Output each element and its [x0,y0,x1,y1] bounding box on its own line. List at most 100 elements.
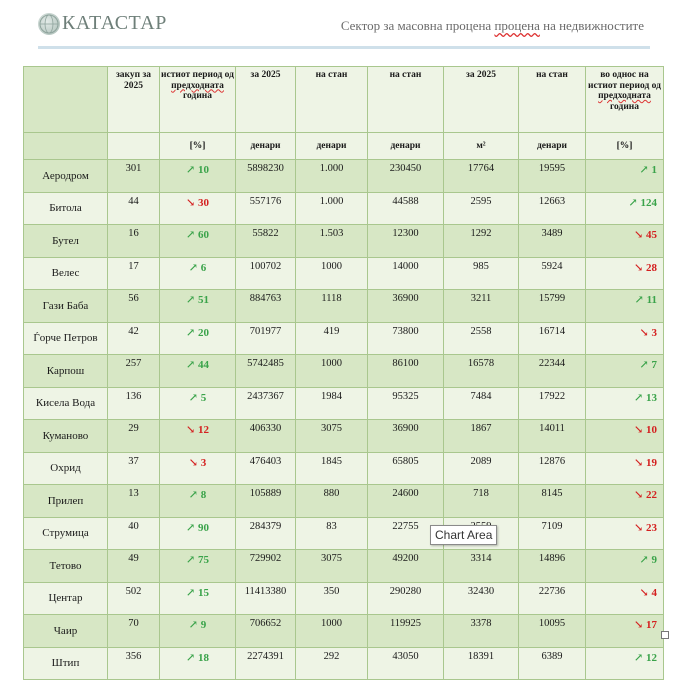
municipality-name: Аеродром [23,159,108,193]
change-value: 15 [197,586,209,599]
table-cell: 36900 [367,419,444,453]
katastar-logo: КАТАСТАР [38,12,167,35]
change-value: 12 [646,651,657,664]
table-row: Ѓорче Петров 42 ↗ 20 701977 419 73800 2558 1671… [23,321,664,355]
change-cell: ↘ 22 [585,484,664,518]
arrow-down-right-icon: ↘ [634,229,644,241]
table-cell: 7484 [443,386,519,420]
change-cell: ↘ 28 [585,256,664,290]
table-cell: 17764 [443,159,519,193]
change-cell: ↗ 18 [159,646,236,680]
table-cell: 2595 [443,191,519,225]
change-value: 51 [197,294,209,306]
table-cell: 3075 [295,549,368,583]
table-cell: 706652 [235,614,296,648]
arrow-up-right-icon: ↗ [639,554,649,566]
municipality-name: Струмица [23,516,108,550]
change-value: 18 [197,651,209,664]
table-row: Центар 502 ↗ 15 11413380 350 290280 32430 22736… [23,581,664,615]
table-cell: 290280 [367,581,444,615]
change-value: 8 [200,489,207,501]
table-cell: 14896 [518,549,586,583]
municipality-name: Битола [23,191,108,225]
change-value: 7 [651,359,658,371]
table-row: Тетово 49 ↗ 75 729902 3075 49200 3314 14896 ↗ 9 [23,549,664,583]
change-value: 1 [651,164,658,176]
table-row: Штип 356 ↗ 18 2274391 292 43050 18391 6389 ↗ 12 [23,646,664,680]
table-cell: 105889 [235,484,296,518]
arrow-up-right-icon: ↗ [188,619,198,631]
change-value: 75 [197,554,209,566]
table-cell: 557176 [235,191,296,225]
table-cell: 1867 [443,419,519,453]
table-cell: 12663 [518,191,586,225]
change-cell: ↗ 51 [159,289,236,323]
table-cell: 419 [295,321,368,355]
change-cell: ↗ 12 [585,646,664,680]
municipality-name: Бутел [23,224,108,258]
arrow-down-right-icon: ↘ [188,456,198,469]
unit-cell: денари [367,132,444,160]
change-cell: ↘ 4 [585,581,664,615]
table-cell: 16578 [443,354,519,388]
municipality-name: Охрид [23,451,108,485]
arrow-down-right-icon: ↘ [634,619,644,631]
arrow-up-right-icon: ↗ [634,651,644,664]
table-cell: 257 [107,354,160,388]
table-cell: 2089 [443,451,519,485]
arrow-up-right-icon: ↗ [628,196,638,209]
table-cell: 880 [295,484,368,518]
table-row: Кисела Вода 136 ↗ 5 2437367 1984 95325 7484 179… [23,386,664,420]
arrow-up-right-icon: ↗ [634,391,644,404]
change-cell: ↘ 12 [159,419,236,453]
arrow-up-right-icon: ↗ [639,359,649,371]
table-cell: 1.000 [295,159,368,193]
change-value: 13 [646,391,657,404]
table-cell: 1000 [295,614,368,648]
arrow-up-right-icon: ↗ [186,359,196,371]
change-cell: ↗ 15 [159,581,236,615]
change-cell: ↗ 8 [159,484,236,518]
change-value: 10 [197,164,209,176]
change-value: 23 [646,521,657,534]
column-header: на стан [295,66,368,133]
table-cell: 1984 [295,386,368,420]
statistics-table[interactable]: закуп за 2025 истиот период од предходна… [23,66,664,680]
table-cell: 6389 [518,646,586,680]
table-cell: 55822 [235,224,296,258]
municipality-name: Центар [23,581,108,615]
change-cell: ↗ 13 [585,386,664,420]
change-cell: ↗ 60 [159,224,236,258]
change-cell: ↗ 9 [585,549,664,583]
change-value: 3 [200,456,207,469]
unit-cell: денари [518,132,586,160]
table-cell: 729902 [235,549,296,583]
arrow-up-right-icon: ↗ [186,554,196,566]
change-cell: ↗ 90 [159,516,236,550]
arrow-down-right-icon: ↘ [634,521,644,534]
change-value: 17 [646,619,657,631]
unit-cell [23,132,108,160]
table-cell: 5898230 [235,159,296,193]
header-row: закуп за 2025 истиот период од предходна… [23,66,664,133]
arrow-up-right-icon: ↗ [186,326,196,339]
table-cell: 14011 [518,419,586,453]
arrow-down-right-icon: ↘ [186,424,196,436]
document-header: КАТАСТАР Сектор за масовна процена проце… [38,10,650,50]
change-cell: ↘ 10 [585,419,664,453]
change-cell: ↗ 6 [159,256,236,290]
table-cell: 32430 [443,581,519,615]
table-cell: 985 [443,256,519,290]
table-cell: 350 [295,581,368,615]
table-row: Велес 17 ↗ 6 100702 1000 14000 985 5924 ↘ 28 [23,256,664,290]
table-cell: 95325 [367,386,444,420]
municipality-name: Куманово [23,419,108,453]
municipality-name: Штип [23,646,108,680]
municipality-name: Чаир [23,614,108,648]
table-cell: 13 [107,484,160,518]
change-value: 22 [646,489,657,501]
table-cell: 3211 [443,289,519,323]
table-row: Аеродром 301 ↗ 10 5898230 1.000 230450 17764 19… [23,159,664,193]
resize-handle[interactable] [661,631,669,639]
column-header: за 2025 [235,66,296,133]
